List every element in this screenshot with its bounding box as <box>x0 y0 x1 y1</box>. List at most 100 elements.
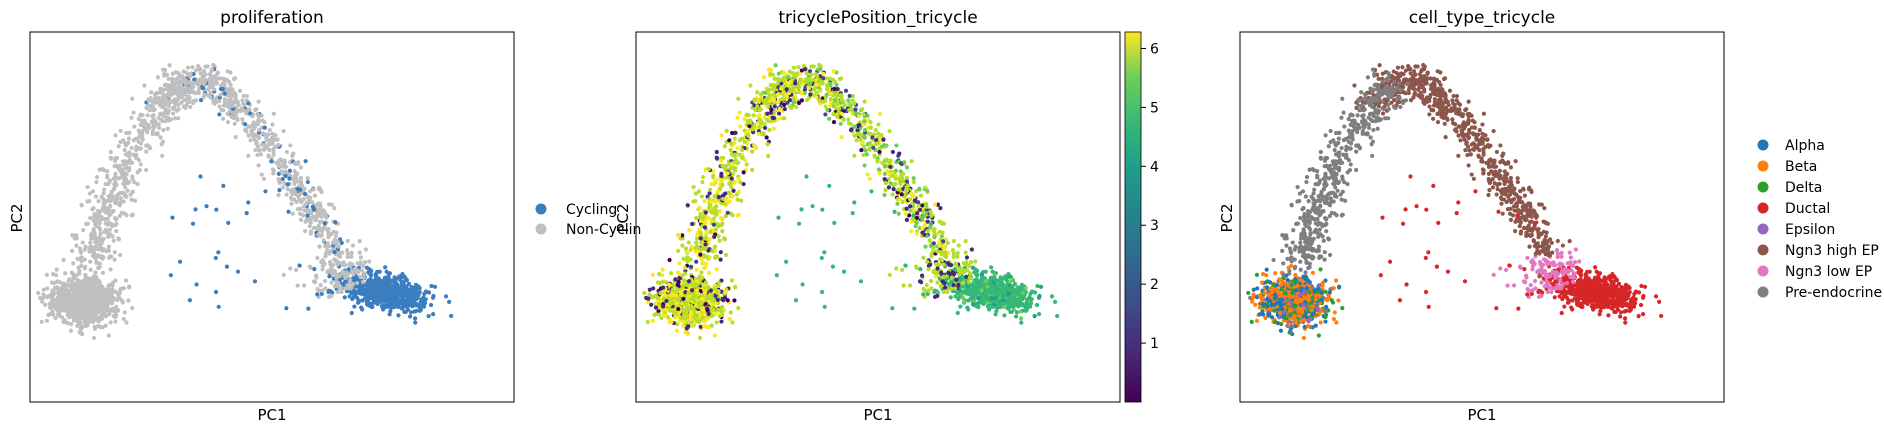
data-point <box>94 179 99 185</box>
data-point <box>226 86 231 91</box>
data-point <box>113 222 118 228</box>
data-point <box>112 216 118 221</box>
data-point <box>176 102 181 108</box>
data-point <box>178 87 183 92</box>
data-point <box>87 198 92 204</box>
data-point <box>108 209 113 214</box>
data-point <box>713 197 718 203</box>
data-point <box>367 292 372 297</box>
data-point <box>246 101 251 106</box>
data-point <box>271 171 276 176</box>
data-point <box>253 148 258 153</box>
data-point <box>83 303 88 309</box>
data-point <box>122 166 128 171</box>
data-point <box>387 312 392 317</box>
data-point <box>114 163 119 168</box>
data-point <box>994 304 999 310</box>
data-point <box>722 144 727 149</box>
data-point <box>170 71 175 76</box>
data-point <box>823 112 828 117</box>
data-point <box>247 107 252 112</box>
data-point <box>298 217 304 222</box>
data-point <box>755 90 760 95</box>
data-point <box>334 230 339 235</box>
data-point <box>110 280 116 285</box>
data-point <box>379 284 384 290</box>
data-point <box>815 74 820 79</box>
data-point <box>322 209 327 214</box>
data-point <box>359 305 364 310</box>
data-point <box>108 204 113 209</box>
data-point <box>80 324 85 329</box>
data-point <box>735 145 740 151</box>
data-point <box>113 319 118 324</box>
data-point <box>149 90 154 95</box>
data-point <box>700 179 705 185</box>
data-point <box>766 153 771 158</box>
data-point <box>989 296 995 301</box>
data-point <box>301 204 307 209</box>
data-point <box>714 209 719 214</box>
data-point <box>251 123 256 128</box>
data-point <box>98 254 103 259</box>
data-point <box>240 117 245 122</box>
data-point <box>890 149 896 155</box>
data-point <box>853 107 858 112</box>
data-point <box>887 272 892 278</box>
data-point <box>229 114 234 119</box>
data-point <box>753 146 759 151</box>
data-point <box>352 304 357 309</box>
data-point <box>336 244 341 249</box>
data-point <box>158 135 163 140</box>
data-point <box>378 278 383 284</box>
data-point <box>116 236 121 241</box>
data-point <box>706 166 711 172</box>
data-point <box>233 135 238 140</box>
data-point <box>1014 291 1019 296</box>
data-point <box>904 165 910 170</box>
data-point <box>737 152 742 157</box>
data-point <box>130 189 135 194</box>
data-point <box>907 197 913 202</box>
data-point <box>335 289 340 295</box>
data-point <box>764 135 769 140</box>
data-point <box>383 296 389 301</box>
data-point <box>208 95 213 100</box>
data-point <box>118 128 123 134</box>
data-point <box>131 152 136 157</box>
data-point <box>390 292 395 298</box>
data-point <box>857 123 862 128</box>
data-point <box>357 239 362 244</box>
data-point <box>712 244 718 249</box>
data-point <box>370 295 375 301</box>
data-point <box>113 173 118 179</box>
data-point <box>233 97 239 103</box>
data-point <box>201 81 206 87</box>
data-point <box>791 96 796 101</box>
data-point <box>714 155 719 160</box>
data-point <box>290 187 295 192</box>
data-point <box>72 291 78 296</box>
data-point <box>667 257 672 263</box>
data-point <box>222 81 227 87</box>
data-point <box>687 228 692 233</box>
data-point <box>330 290 335 295</box>
data-point <box>190 65 195 70</box>
data-point <box>782 71 787 77</box>
data-point <box>766 67 772 72</box>
data-point <box>169 92 175 97</box>
data-point <box>330 240 336 245</box>
data-point <box>882 176 887 182</box>
data-point <box>987 307 992 312</box>
data-point <box>87 249 92 254</box>
data-point <box>77 330 82 335</box>
data-point <box>144 149 149 154</box>
data-point <box>220 116 226 121</box>
data-point <box>270 131 275 136</box>
data-point <box>946 282 952 287</box>
data-point <box>193 68 198 73</box>
data-point <box>967 290 972 295</box>
data-point <box>276 192 281 198</box>
data-point <box>946 270 951 275</box>
